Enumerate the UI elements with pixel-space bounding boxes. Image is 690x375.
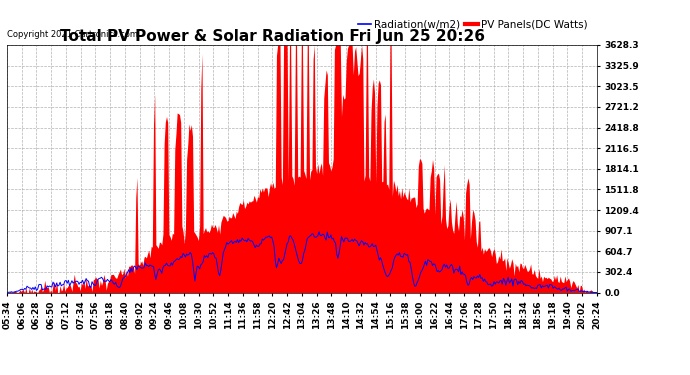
Legend: Radiation(w/m2), PV Panels(DC Watts): Radiation(w/m2), PV Panels(DC Watts): [354, 15, 591, 34]
Text: Copyright 2021 Cartronics.com: Copyright 2021 Cartronics.com: [7, 30, 138, 39]
Title: Total PV Power & Solar Radiation Fri Jun 25 20:26: Total PV Power & Solar Radiation Fri Jun…: [60, 29, 485, 44]
